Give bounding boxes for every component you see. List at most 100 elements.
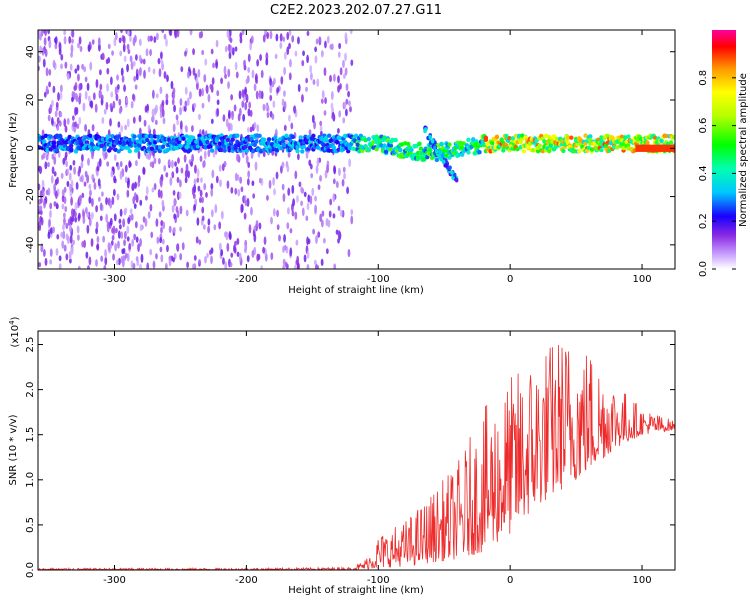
spectrogram-cell bbox=[244, 244, 248, 251]
spectrogram-cell bbox=[171, 171, 175, 179]
spectrogram-cell bbox=[62, 143, 68, 148]
spectrogram-cell bbox=[199, 145, 203, 152]
spectrogram-cell bbox=[310, 172, 314, 179]
spectrogram-cell bbox=[306, 202, 310, 211]
spectrogram-cell bbox=[47, 30, 51, 35]
spectrogram-cell bbox=[254, 133, 259, 138]
spectrogram-cell bbox=[254, 161, 258, 171]
spectrogram-cell bbox=[320, 258, 324, 267]
spectrogram-cell bbox=[440, 153, 445, 158]
spectrogram-cell bbox=[70, 208, 74, 217]
spectrogram-cell bbox=[143, 69, 146, 79]
spectrogram-cell bbox=[342, 117, 346, 124]
spectrogram-cell bbox=[238, 252, 242, 262]
spectrogram-cell bbox=[82, 102, 86, 112]
spectrogram-cell bbox=[282, 245, 285, 253]
spectrogram-cell bbox=[97, 37, 101, 46]
spectrogram-cell bbox=[129, 208, 133, 215]
spectrogram-cell bbox=[153, 36, 157, 44]
spectrogram-cell bbox=[183, 105, 187, 112]
spectrogram-cell bbox=[42, 58, 46, 68]
spectrogram-cell bbox=[157, 157, 161, 165]
spectrogram-cell bbox=[88, 256, 92, 266]
spectrogram-cell bbox=[672, 134, 675, 140]
spectrogram-cell bbox=[626, 134, 631, 139]
spectrogram-cell bbox=[283, 233, 286, 243]
spectrogram-cell bbox=[254, 75, 258, 82]
spectrogram-cell bbox=[270, 252, 274, 261]
spectrogram-cell bbox=[461, 141, 466, 146]
spectrogram-cell bbox=[125, 97, 129, 104]
spectrogram-cell bbox=[199, 189, 203, 198]
x-tick-label: -300 bbox=[103, 274, 126, 285]
spectrogram-cell bbox=[74, 202, 78, 211]
spectrogram-cell bbox=[60, 172, 64, 179]
spectrogram-cell bbox=[95, 146, 101, 151]
spectrogram-cell bbox=[84, 76, 88, 83]
spectrogram-cell bbox=[577, 149, 582, 154]
spectrogram-cell bbox=[353, 133, 359, 139]
spectrogram-cell bbox=[176, 176, 180, 184]
spectrogram-cell bbox=[160, 59, 164, 65]
spectrogram-cell bbox=[255, 220, 259, 227]
spectrogram-cell bbox=[193, 263, 197, 269]
spectrogram-cell bbox=[151, 187, 155, 193]
spectrogram-cell bbox=[48, 68, 52, 76]
spectrogram-cell bbox=[265, 58, 269, 66]
spectrogram-cell bbox=[121, 248, 125, 255]
spectrogram-cell bbox=[84, 170, 88, 178]
spectrogram-cell bbox=[233, 246, 237, 254]
snr-y-label: SNR (10 * v/v) bbox=[8, 414, 19, 485]
spectrogram-cell bbox=[69, 234, 73, 244]
spectrogram-cell bbox=[332, 213, 336, 219]
spectrogram-cell bbox=[202, 224, 206, 230]
spectrogram-cell bbox=[95, 259, 98, 267]
spectrogram-cell bbox=[235, 133, 240, 138]
spectrogram-cell bbox=[329, 198, 333, 206]
spectrogram-cell bbox=[129, 55, 133, 63]
spectrogram-cell bbox=[216, 90, 220, 97]
spectrogram-cell bbox=[115, 227, 118, 234]
spectrogram-cell bbox=[316, 264, 320, 269]
spectrogram-cell bbox=[95, 205, 99, 213]
spectrogram-cell bbox=[294, 211, 298, 220]
spectrogram-cell bbox=[127, 217, 131, 225]
spectrogram-cell bbox=[210, 118, 214, 124]
spectrogram-cell bbox=[155, 93, 159, 99]
spectrogram-cell bbox=[132, 60, 136, 67]
snr-panel: -300 -200 -100 0 100 0.0 0.5 1.0 1.5 2.0 2.5 Heig… bbox=[8, 316, 676, 596]
spectrogram-cell bbox=[264, 104, 268, 110]
spectrogram-cell bbox=[175, 206, 179, 213]
spectrogram-cell bbox=[91, 39, 95, 45]
spectrogram-cell bbox=[313, 120, 316, 130]
spectrogram-cell bbox=[342, 166, 346, 173]
spectrogram-cell bbox=[56, 176, 59, 185]
spectrogram-cell bbox=[142, 166, 146, 175]
spectrogram-cell bbox=[145, 186, 149, 196]
spectrogram-cell bbox=[111, 196, 115, 206]
spectrogram-cell bbox=[81, 240, 85, 248]
spectrogram-cell bbox=[319, 124, 323, 132]
spectrogram-cell bbox=[203, 182, 207, 191]
spectrogram-cell bbox=[134, 181, 137, 189]
spectrogram-cell bbox=[339, 83, 342, 90]
spectrogram-cell bbox=[257, 254, 261, 261]
spectrogram-cell bbox=[160, 226, 163, 234]
spectrogram-cell bbox=[418, 146, 424, 151]
spectrogram-cell bbox=[382, 143, 387, 148]
spectrogram-cell bbox=[75, 92, 78, 102]
spectrogram-cell bbox=[345, 98, 349, 105]
spectrogram-cell bbox=[302, 50, 305, 57]
spectrogram-cell bbox=[222, 257, 225, 265]
spectrogram-cell bbox=[95, 227, 99, 235]
spectrogram-cell bbox=[219, 133, 224, 138]
spectrogram-cell bbox=[286, 46, 290, 56]
spectrogram-cell bbox=[450, 170, 454, 175]
spectrogram-cell bbox=[40, 197, 43, 204]
spectrogram-cell bbox=[138, 114, 142, 123]
spectrogram-cell bbox=[71, 38, 74, 44]
spectrogram-cell bbox=[222, 114, 226, 122]
spectrogram-cell bbox=[93, 182, 97, 190]
spectrogram-cell bbox=[466, 137, 471, 143]
spectrogram-cell bbox=[275, 33, 279, 42]
